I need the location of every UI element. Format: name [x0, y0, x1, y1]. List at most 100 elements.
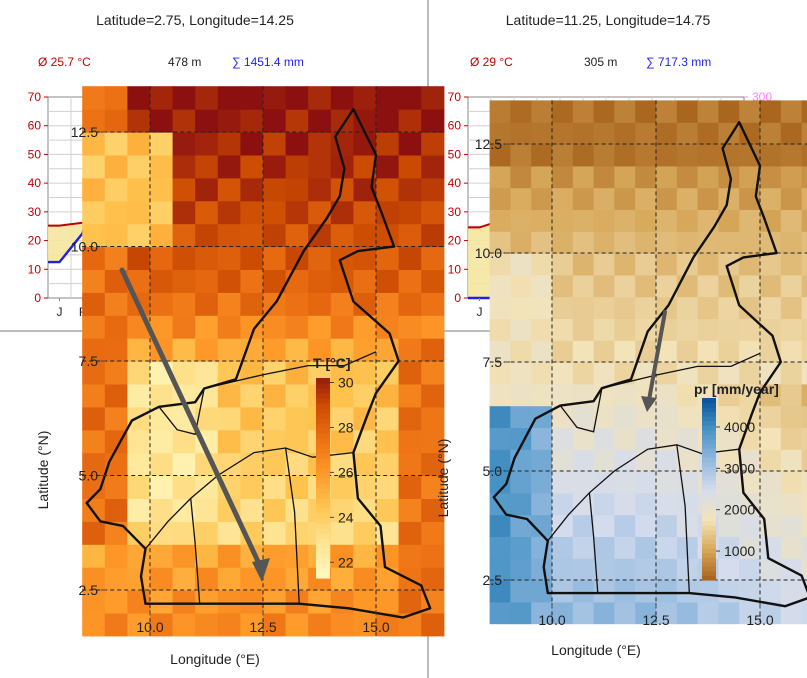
map-cell — [353, 521, 377, 545]
map-cell — [263, 154, 287, 179]
map-cell — [593, 274, 615, 298]
map-cell — [240, 269, 264, 293]
map-cell — [172, 338, 196, 362]
legend-swatch — [702, 457, 716, 463]
map-cell — [531, 601, 553, 625]
map-cell — [172, 200, 196, 225]
map-cell — [308, 177, 332, 202]
map-cell — [739, 253, 761, 276]
map-cell — [82, 452, 106, 477]
x-tick-label: 12.5 — [249, 619, 276, 635]
map-cell — [195, 315, 219, 339]
arid-area — [48, 222, 324, 263]
legend-swatch — [702, 416, 716, 422]
arrow-2-head — [641, 396, 657, 412]
map-cell — [489, 209, 511, 232]
map-cell — [489, 318, 511, 341]
map-cell — [217, 383, 241, 408]
map-cell — [421, 223, 445, 248]
map-cell — [353, 246, 377, 270]
map-cell — [801, 209, 807, 232]
map-cell — [398, 109, 422, 133]
region-border — [559, 388, 603, 433]
map-cell — [398, 612, 422, 637]
region-border — [676, 444, 690, 594]
map-cell — [510, 427, 532, 450]
map-cell — [217, 338, 241, 362]
map-cell — [421, 612, 445, 637]
map-cell — [718, 558, 740, 581]
legend-swatch — [702, 434, 716, 440]
map-cell — [172, 361, 196, 385]
legend-tick-label: 3000 — [724, 460, 755, 476]
map-cell — [552, 296, 574, 319]
region-border — [204, 351, 377, 390]
map-cell — [593, 601, 615, 625]
map-cell — [150, 154, 174, 179]
map-cell — [510, 165, 532, 189]
map-cell — [150, 498, 174, 522]
map-cell — [353, 361, 377, 385]
map-cell — [510, 580, 532, 603]
map-cell — [614, 253, 636, 276]
map-cell — [172, 315, 196, 339]
map-cell — [676, 122, 699, 145]
map-cell — [172, 612, 196, 637]
map-cell — [353, 475, 377, 499]
map-cell — [531, 274, 553, 298]
map-cell — [240, 498, 264, 522]
map-cell — [635, 580, 657, 603]
map-cell — [697, 100, 719, 123]
map-cell — [572, 405, 595, 428]
map-cell — [421, 544, 445, 568]
map-cell — [217, 132, 241, 156]
map-cell — [489, 580, 511, 603]
map-cell — [195, 406, 219, 431]
map-cell — [552, 492, 574, 516]
map-cell — [127, 406, 151, 431]
map-cell — [780, 144, 803, 167]
y-tick-label: 2.5 — [483, 572, 503, 588]
map-cell — [510, 187, 532, 210]
arrow-1-head — [252, 558, 270, 582]
map-cell — [510, 362, 532, 385]
map-cell — [353, 132, 377, 156]
map-cell — [240, 246, 264, 270]
map-cell — [718, 601, 740, 625]
climate-diagram-2-precip-sum: ∑ 717.3 mm — [646, 55, 711, 69]
map-cell — [82, 246, 106, 270]
legend-swatch — [316, 468, 330, 474]
map-cell — [531, 165, 553, 189]
legend-swatch — [702, 479, 716, 485]
left-tick-label: 50 — [448, 147, 462, 161]
map-cell — [697, 209, 719, 232]
map-cell — [656, 580, 678, 603]
map-cell — [150, 269, 174, 293]
legend-swatch — [702, 543, 716, 549]
map-cell — [421, 315, 445, 339]
map-cell — [780, 492, 803, 516]
map-cell — [656, 601, 678, 625]
map-cell — [150, 590, 174, 614]
map-cell — [676, 471, 699, 494]
map-cell — [593, 536, 615, 559]
map-cell — [217, 429, 241, 454]
map-cell — [801, 253, 807, 276]
legend-swatch — [316, 543, 330, 549]
map-cell — [760, 383, 782, 407]
map-cell — [780, 471, 803, 494]
map-cell — [656, 231, 678, 254]
legend-swatch — [702, 561, 716, 567]
map-cell — [593, 340, 615, 363]
map-cell — [552, 100, 574, 123]
left-tick-label: 40 — [28, 176, 42, 190]
legend-swatch — [316, 493, 330, 499]
left-tick-label: 10 — [28, 262, 42, 276]
map-cell — [656, 144, 678, 167]
map-cell — [739, 449, 761, 472]
map-cell — [104, 590, 128, 614]
map-cell — [421, 86, 445, 110]
map-cell — [635, 427, 657, 450]
map-cell — [263, 86, 287, 110]
map-cell — [127, 154, 151, 179]
